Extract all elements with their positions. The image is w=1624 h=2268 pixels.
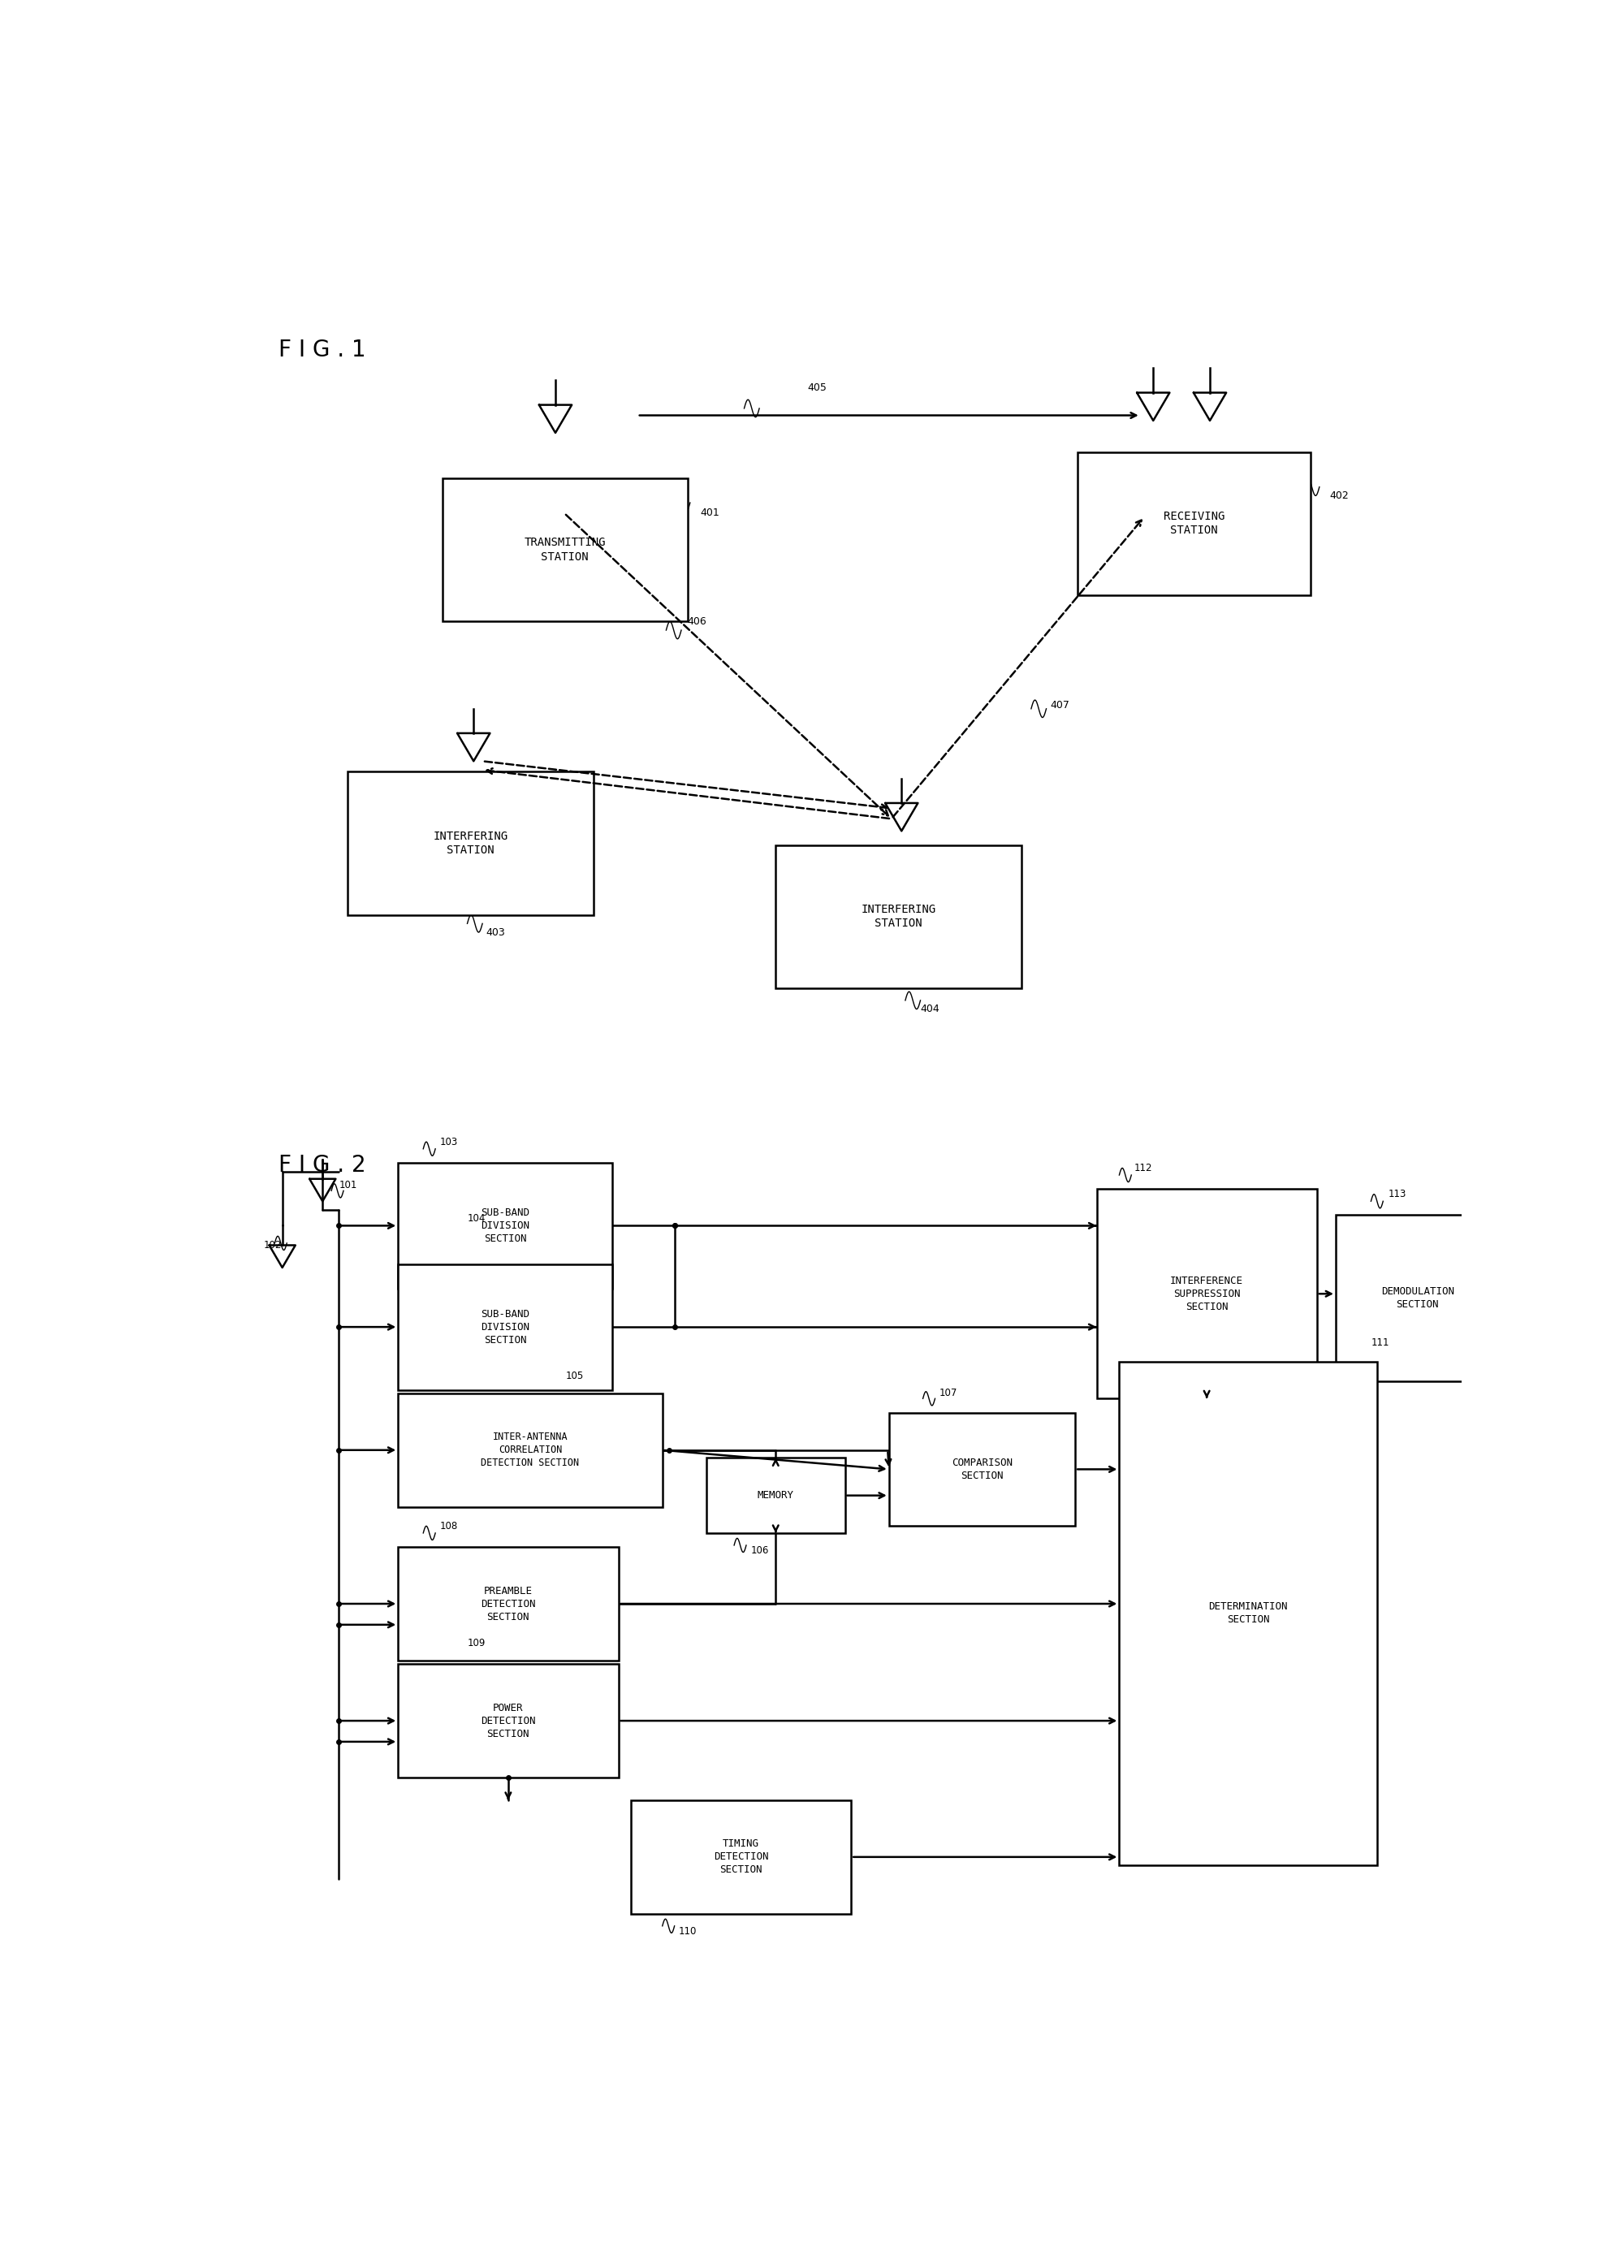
Bar xyxy=(1096,1188,1317,1399)
Text: RECEIVING
STATION: RECEIVING STATION xyxy=(1163,510,1224,535)
Bar xyxy=(398,1263,612,1390)
Text: SUB-BAND
DIVISION
SECTION: SUB-BAND DIVISION SECTION xyxy=(481,1309,529,1345)
Text: 109: 109 xyxy=(468,1637,486,1649)
Bar xyxy=(348,771,593,914)
Text: INTERFERING
STATION: INTERFERING STATION xyxy=(861,905,935,930)
Text: TRANSMITTING
STATION: TRANSMITTING STATION xyxy=(525,538,606,562)
Text: MEMORY: MEMORY xyxy=(757,1490,794,1501)
Bar xyxy=(398,1163,612,1288)
Text: TIMING
DETECTION
SECTION: TIMING DETECTION SECTION xyxy=(713,1839,768,1876)
Text: 406: 406 xyxy=(687,617,706,626)
Bar xyxy=(888,1413,1075,1526)
Text: COMPARISON
SECTION: COMPARISON SECTION xyxy=(952,1458,1012,1481)
Text: DETERMINATION
SECTION: DETERMINATION SECTION xyxy=(1208,1601,1288,1626)
Text: 105: 105 xyxy=(565,1370,583,1381)
Text: 111: 111 xyxy=(1371,1338,1389,1347)
Text: 407: 407 xyxy=(1051,701,1070,710)
Text: 112: 112 xyxy=(1134,1163,1153,1173)
Bar xyxy=(398,1665,619,1778)
Text: 101: 101 xyxy=(339,1179,357,1191)
Bar xyxy=(776,846,1021,989)
Text: DEMODULATION
SECTION: DEMODULATION SECTION xyxy=(1380,1286,1453,1311)
Text: 110: 110 xyxy=(679,1926,697,1937)
Text: F I G . 1: F I G . 1 xyxy=(279,338,365,361)
Text: 104: 104 xyxy=(468,1213,486,1225)
Text: 404: 404 xyxy=(921,1005,940,1014)
Bar xyxy=(1335,1216,1499,1381)
Bar xyxy=(1119,1361,1377,1864)
Text: PREAMBLE
DETECTION
SECTION: PREAMBLE DETECTION SECTION xyxy=(481,1585,536,1622)
Bar xyxy=(706,1458,844,1533)
Bar xyxy=(398,1547,619,1660)
Bar xyxy=(398,1393,663,1506)
Text: 108: 108 xyxy=(440,1522,458,1531)
Text: 102: 102 xyxy=(263,1241,281,1250)
Text: SUB-BAND
DIVISION
SECTION: SUB-BAND DIVISION SECTION xyxy=(481,1207,529,1243)
Text: 405: 405 xyxy=(807,381,827,392)
Text: 103: 103 xyxy=(440,1136,458,1148)
Bar xyxy=(1078,451,1311,594)
Bar xyxy=(630,1801,851,1914)
Text: INTER-ANTENNA
CORRELATION
DETECTION SECTION: INTER-ANTENNA CORRELATION DETECTION SECT… xyxy=(481,1431,580,1467)
Text: 401: 401 xyxy=(700,508,719,519)
Text: 403: 403 xyxy=(486,928,505,937)
Text: 113: 113 xyxy=(1389,1188,1406,1200)
Text: POWER
DETECTION
SECTION: POWER DETECTION SECTION xyxy=(481,1703,536,1740)
Text: 402: 402 xyxy=(1330,490,1348,501)
Text: 107: 107 xyxy=(939,1388,958,1399)
Bar xyxy=(442,479,687,621)
Text: INTERFERENCE
SUPPRESSION
SECTION: INTERFERENCE SUPPRESSION SECTION xyxy=(1171,1275,1244,1313)
Text: F I G . 2: F I G . 2 xyxy=(279,1154,365,1177)
Text: 106: 106 xyxy=(750,1545,768,1556)
Text: INTERFERING
STATION: INTERFERING STATION xyxy=(434,830,508,855)
